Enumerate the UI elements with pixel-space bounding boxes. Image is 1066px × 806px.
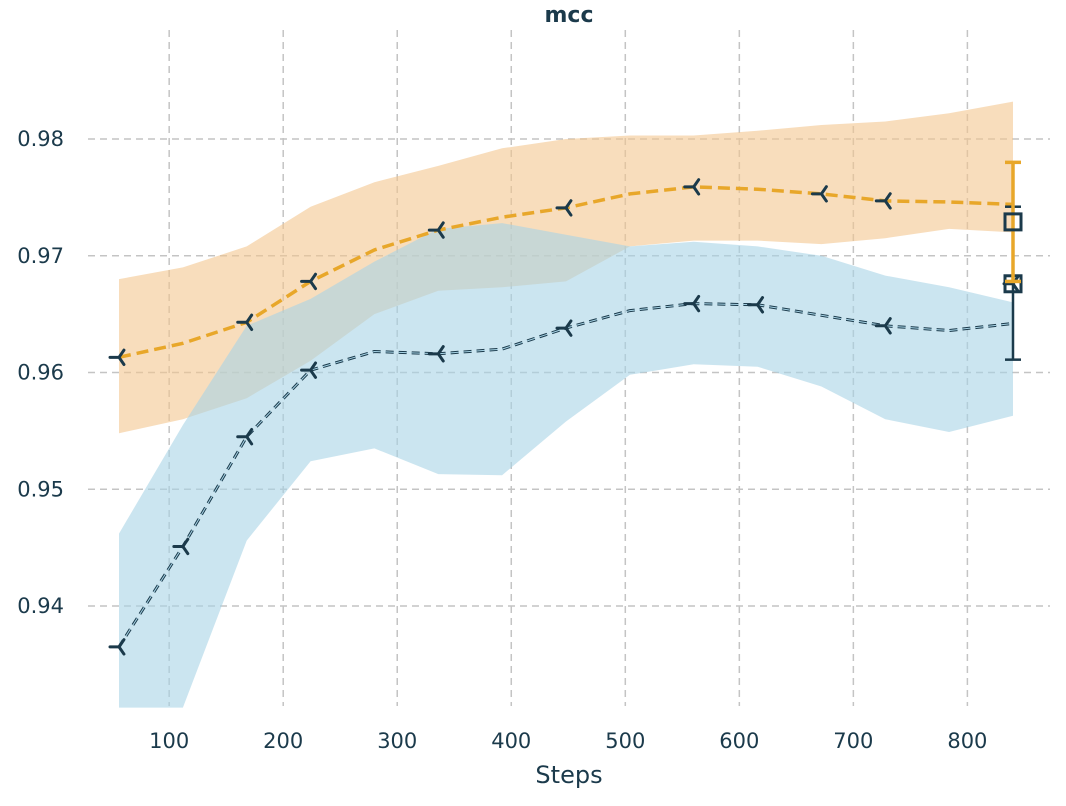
y-tick-label: 0.97	[17, 244, 64, 268]
x-axis-title: Steps	[535, 761, 602, 789]
y-tick-label: 0.94	[17, 594, 64, 618]
x-tick-label: 100	[149, 729, 189, 753]
series-2-marker	[108, 638, 126, 656]
series-2-marker	[300, 361, 318, 379]
x-axis-ticks: 100 200 300 400 500 600 700 800	[149, 729, 987, 753]
confidence-bands	[119, 101, 1013, 708]
y-axis-ticks: 0.94 0.95 0.96 0.97 0.98	[17, 127, 64, 618]
series-2-marker	[236, 428, 254, 446]
x-tick-label: 200	[263, 729, 303, 753]
y-tick-label: 0.95	[17, 477, 64, 501]
y-tick-label: 0.98	[17, 127, 64, 151]
series-1-final-square-marker	[1003, 212, 1023, 232]
series-2-marker	[747, 296, 765, 314]
x-tick-label: 500	[605, 729, 645, 753]
series-1-marker	[300, 272, 318, 291]
series-1-marker	[108, 348, 126, 367]
series-1-marker	[555, 199, 573, 217]
series-2-marker	[555, 319, 573, 337]
x-tick-label: 800	[947, 729, 987, 753]
series-markers	[108, 178, 892, 656]
x-tick-label: 300	[377, 729, 417, 753]
x-tick-label: 600	[719, 729, 759, 753]
series-1-marker	[236, 313, 254, 331]
y-tick-label: 0.96	[17, 361, 64, 385]
series-2-marker	[427, 345, 445, 363]
series-1-marker	[874, 192, 892, 210]
series-1-marker	[683, 178, 701, 196]
series-2-marker	[683, 294, 701, 313]
series-2-marker	[172, 537, 190, 556]
series-1-marker	[427, 221, 445, 239]
series-2-marker	[874, 317, 892, 335]
final-error-bars	[1002, 160, 1023, 361]
confidence-band-2	[119, 223, 1013, 708]
series-1-marker	[810, 185, 828, 203]
x-tick-label: 700	[833, 729, 873, 753]
x-tick-label: 400	[491, 729, 531, 753]
chart-title: mcc	[544, 3, 593, 28]
